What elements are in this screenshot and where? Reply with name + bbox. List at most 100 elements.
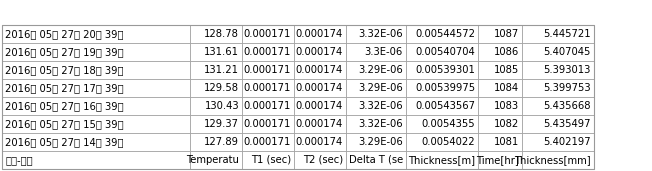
Bar xyxy=(522,97,594,115)
Bar xyxy=(242,97,294,115)
Bar xyxy=(2,151,190,169)
Bar xyxy=(242,43,294,61)
Bar xyxy=(522,79,594,97)
Text: 5.402197: 5.402197 xyxy=(543,137,591,147)
Text: 5.407045: 5.407045 xyxy=(544,47,591,57)
Text: 0.00543567: 0.00543567 xyxy=(415,101,475,111)
Bar xyxy=(2,97,190,115)
Text: 1083: 1083 xyxy=(494,101,519,111)
Bar xyxy=(242,115,294,133)
Bar xyxy=(2,25,594,169)
Text: 128.78: 128.78 xyxy=(204,29,239,39)
Text: 5.399753: 5.399753 xyxy=(543,83,591,93)
Bar xyxy=(190,43,242,61)
Text: 2016년 05월 27일 15시 39분: 2016년 05월 27일 15시 39분 xyxy=(5,119,124,129)
Text: 0.00544572: 0.00544572 xyxy=(415,29,475,39)
Text: 0.000171: 0.000171 xyxy=(244,119,291,129)
Bar xyxy=(294,25,346,43)
Text: 129.58: 129.58 xyxy=(204,83,239,93)
Bar xyxy=(190,61,242,79)
Bar xyxy=(522,25,594,43)
Text: 3.32E-06: 3.32E-06 xyxy=(359,29,403,39)
Text: 3.29E-06: 3.29E-06 xyxy=(358,83,403,93)
Bar xyxy=(478,79,522,97)
Bar xyxy=(294,151,346,169)
Text: T1 (sec): T1 (sec) xyxy=(251,155,291,165)
Bar xyxy=(294,115,346,133)
Bar xyxy=(294,61,346,79)
Text: 1082: 1082 xyxy=(494,119,519,129)
Text: 5.393013: 5.393013 xyxy=(544,65,591,75)
Text: 5.445721: 5.445721 xyxy=(543,29,591,39)
Text: 2016년 05월 27일 19시 39분: 2016년 05월 27일 19시 39분 xyxy=(5,47,124,57)
Text: 0.00540704: 0.00540704 xyxy=(415,47,475,57)
Text: 3.32E-06: 3.32E-06 xyxy=(359,101,403,111)
Bar xyxy=(346,79,406,97)
Bar xyxy=(478,115,522,133)
Bar xyxy=(522,43,594,61)
Text: 0.000171: 0.000171 xyxy=(244,83,291,93)
Bar xyxy=(242,151,294,169)
Text: Thickness[mm]: Thickness[mm] xyxy=(514,155,591,165)
Bar xyxy=(190,133,242,151)
Bar xyxy=(522,61,594,79)
Bar xyxy=(406,61,478,79)
Bar xyxy=(406,97,478,115)
Text: Time[hr]: Time[hr] xyxy=(476,155,519,165)
Bar xyxy=(2,43,190,61)
Text: 127.89: 127.89 xyxy=(204,137,239,147)
Bar xyxy=(522,133,594,151)
Bar xyxy=(190,115,242,133)
Bar xyxy=(346,133,406,151)
Text: 0.000174: 0.000174 xyxy=(296,137,343,147)
Text: 131.61: 131.61 xyxy=(204,47,239,57)
Bar xyxy=(346,61,406,79)
Bar xyxy=(522,151,594,169)
Text: 0.000174: 0.000174 xyxy=(296,65,343,75)
Text: 0.000171: 0.000171 xyxy=(244,29,291,39)
Text: 2016년 05월 27일 18시 39분: 2016년 05월 27일 18시 39분 xyxy=(5,65,123,75)
Bar xyxy=(346,25,406,43)
Bar xyxy=(242,25,294,43)
Text: 0.000174: 0.000174 xyxy=(296,101,343,111)
Text: 날짜-시간: 날짜-시간 xyxy=(5,155,33,165)
Text: 3.29E-06: 3.29E-06 xyxy=(358,137,403,147)
Bar xyxy=(406,25,478,43)
Bar xyxy=(2,79,190,97)
Bar xyxy=(478,61,522,79)
Bar xyxy=(2,133,190,151)
Text: 131.21: 131.21 xyxy=(204,65,239,75)
Text: 3.29E-06: 3.29E-06 xyxy=(358,65,403,75)
Text: 130.43: 130.43 xyxy=(204,101,239,111)
Text: 3.32E-06: 3.32E-06 xyxy=(359,119,403,129)
Bar xyxy=(406,79,478,97)
Bar xyxy=(478,43,522,61)
Text: 0.00539975: 0.00539975 xyxy=(415,83,475,93)
Text: 5.435668: 5.435668 xyxy=(544,101,591,111)
Bar xyxy=(294,97,346,115)
Bar xyxy=(190,79,242,97)
Text: 3.3E-06: 3.3E-06 xyxy=(364,47,403,57)
Text: 0.000171: 0.000171 xyxy=(244,101,291,111)
Text: 129.37: 129.37 xyxy=(204,119,239,129)
Bar xyxy=(406,43,478,61)
Bar xyxy=(190,25,242,43)
Bar xyxy=(2,25,190,43)
Bar xyxy=(2,115,190,133)
Bar xyxy=(478,25,522,43)
Bar xyxy=(406,133,478,151)
Text: 0.0054022: 0.0054022 xyxy=(421,137,475,147)
Text: 1087: 1087 xyxy=(494,29,519,39)
Bar xyxy=(294,133,346,151)
Text: 1081: 1081 xyxy=(494,137,519,147)
Text: 1086: 1086 xyxy=(494,47,519,57)
Text: 5.435497: 5.435497 xyxy=(544,119,591,129)
Bar xyxy=(242,133,294,151)
Text: 2016년 05월 27일 16시 39분: 2016년 05월 27일 16시 39분 xyxy=(5,101,124,111)
Bar xyxy=(2,61,190,79)
Bar xyxy=(406,151,478,169)
Bar xyxy=(294,79,346,97)
Text: Delta T (se: Delta T (se xyxy=(349,155,403,165)
Bar xyxy=(346,43,406,61)
Bar xyxy=(242,79,294,97)
